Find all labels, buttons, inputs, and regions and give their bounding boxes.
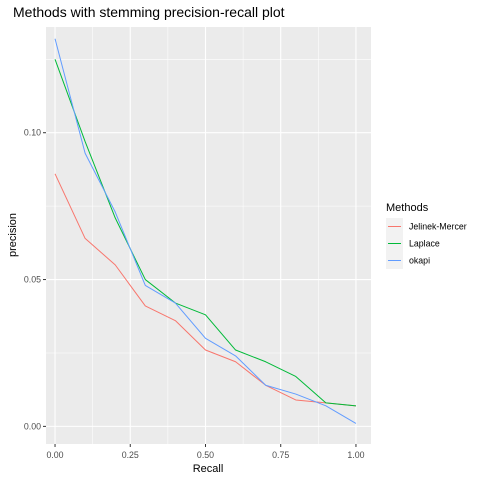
series-line-okapi — [54, 38, 357, 424]
chart-title: Methods with stemming precision-recall p… — [13, 4, 285, 20]
y-tick-label: 0.00 — [24, 421, 41, 431]
grid-minor — [46, 27, 371, 444]
y-axis-title: precision — [7, 213, 19, 257]
y-tick-label: 0.05 — [24, 275, 41, 285]
legend-label-jelinek-mercer: Jelinek-Mercer — [409, 222, 467, 232]
axis-ticks: 0.00 0.25 0.50 0.75 1.00 0.00 0.05 0.10 — [24, 128, 365, 460]
y-tick-label: 0.10 — [24, 128, 41, 138]
grid-major — [46, 27, 371, 444]
x-tick-label: 1.00 — [347, 450, 364, 460]
x-tick-label: 0.00 — [46, 450, 63, 460]
x-tick-label: 0.75 — [272, 450, 289, 460]
series-lines — [54, 38, 357, 424]
legend: Methods Jelinek-Mercer Laplace okapi — [386, 202, 467, 269]
plot-panel — [46, 27, 371, 444]
legend-title: Methods — [386, 202, 429, 214]
legend-label-okapi: okapi — [409, 256, 430, 266]
x-tick-label: 0.50 — [197, 450, 214, 460]
x-axis-title: Recall — [193, 463, 224, 475]
x-tick-label: 0.25 — [122, 450, 139, 460]
series-line-jelinek-mercer — [54, 173, 357, 407]
legend-label-laplace: Laplace — [409, 239, 440, 249]
